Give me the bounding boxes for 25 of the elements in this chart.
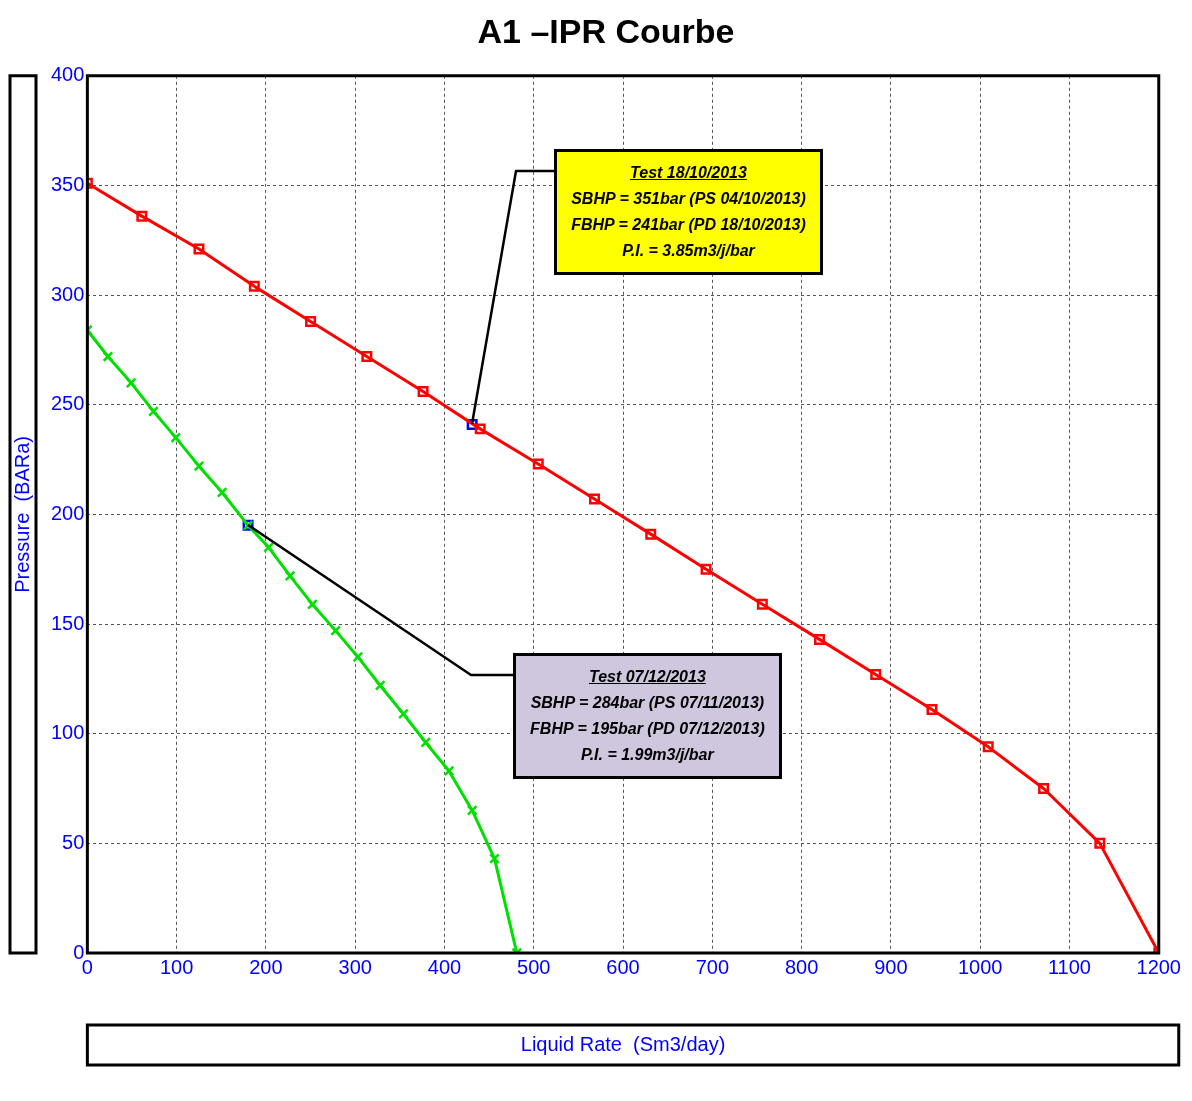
x-tick-label: 700 xyxy=(695,955,730,978)
annotation: Test 18/10/2013 SBHP = 351bar (PS 04/10/2013) FBHP = 241bar (PD 18/10/2013) P.I. = 3.85m3/j/bar xyxy=(571,163,806,262)
x-tick-label: 200 xyxy=(249,955,283,978)
y-tick-label: 300 xyxy=(50,282,85,305)
y-tick-label: 150 xyxy=(50,611,85,634)
chart-title: A1 –IPR Courbe xyxy=(477,11,735,50)
x-tick-label: 1100 xyxy=(1047,955,1091,978)
y-tick-label: 100 xyxy=(50,721,85,744)
x-tick-label: 400 xyxy=(427,955,462,978)
x-tick-label: 300 xyxy=(338,955,372,978)
x-tick-label: 100 xyxy=(159,955,194,978)
annotation: Test 07/12/2013 SBHP = 284bar (PS 07/11/2013) FBHP = 195bar (PD 07/12/2013) P.I. = 1.99m3/j/bar xyxy=(530,667,765,766)
x-tick-label: 900 xyxy=(874,955,908,978)
y-tick-label: 350 xyxy=(50,172,85,195)
y-tick-label: 50 xyxy=(62,830,85,853)
x-tick-label: 1000 xyxy=(957,955,1003,978)
y-tick-label: 200 xyxy=(50,501,85,524)
x-tick-label: 600 xyxy=(606,955,640,978)
y-tick-label: 400 xyxy=(50,63,85,86)
y-axis-title: Pressure (BARa) xyxy=(10,436,33,593)
x-tick-label: 800 xyxy=(784,955,819,978)
y-tick-label: 250 xyxy=(50,392,85,415)
x-tick-label: 1200 xyxy=(1136,955,1181,978)
x-tick-label: 500 xyxy=(517,955,551,978)
x-axis-title: Liquid Rate (Sm3/day) xyxy=(520,1032,726,1055)
